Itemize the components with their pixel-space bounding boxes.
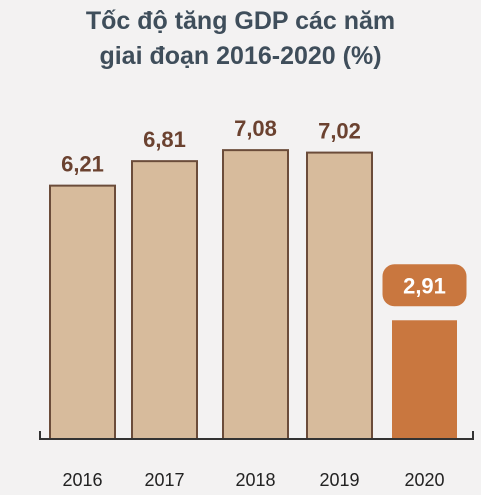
bar-2017 xyxy=(131,160,198,440)
x-tick-label-2016: 2016 xyxy=(62,470,102,490)
bar-value-label-2017: 6,81 xyxy=(143,127,186,152)
bar-2020 xyxy=(392,320,457,439)
chart-title: Tốc độ tăng GDP các năm giai đoạn 2016-2… xyxy=(0,4,481,74)
bar-value-label-2018: 7,08 xyxy=(234,116,277,141)
bar-value-label-2019: 7,02 xyxy=(318,119,361,144)
chart-title-line-1: Tốc độ tăng GDP các năm xyxy=(85,7,396,35)
bar-2019 xyxy=(306,151,373,440)
bar-value-label-2020: 2,91 xyxy=(403,273,446,298)
x-tick-label-2019: 2019 xyxy=(319,470,359,490)
bar-2016 xyxy=(49,184,116,440)
bar-value-label-2016: 6,21 xyxy=(61,152,104,177)
x-tick-label-2018: 2018 xyxy=(235,470,275,490)
x-tick-label-2020: 2020 xyxy=(404,470,444,490)
bar-2018 xyxy=(222,149,289,441)
chart-title-line-2: giai đoạn 2016-2020 (%) xyxy=(99,42,382,70)
highlight-label-bubble xyxy=(382,264,467,307)
x-tick-label-2017: 2017 xyxy=(144,470,184,490)
